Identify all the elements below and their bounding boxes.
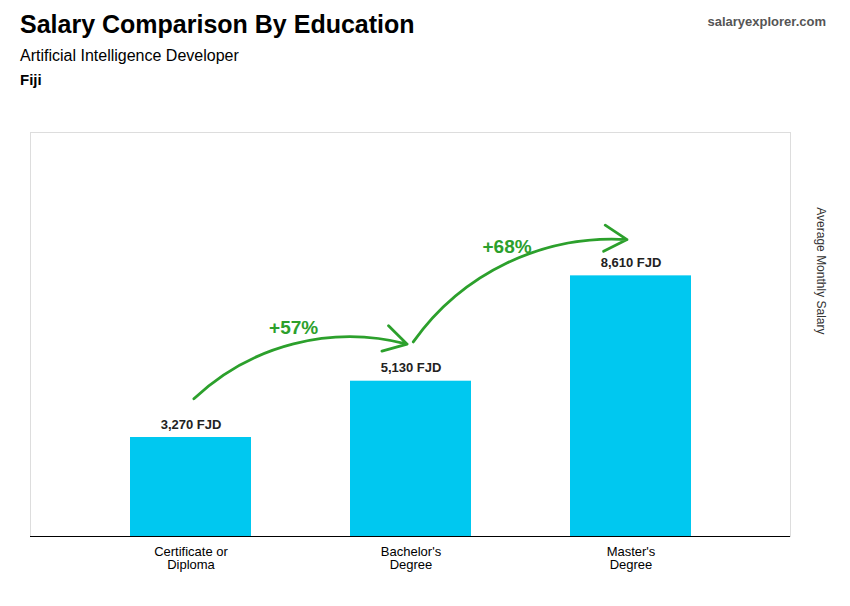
- svg-text:Master'sDegree: Master'sDegree: [607, 544, 656, 572]
- html-text:Salary Comparison By Education: Salary Comparison By Education: [20, 10, 415, 38]
- html-text:Artificial Intelligence Develo: Artificial Intelligence Developer: [20, 47, 239, 64]
- svg-text:+57%: +57%: [269, 317, 318, 338]
- svg-text:Bachelor'sDegree: Bachelor'sDegree: [381, 544, 442, 572]
- svg-text:8,610 FJD: 8,610 FJD: [601, 255, 662, 270]
- svg-text:5,130 FJD: 5,130 FJD: [381, 360, 442, 375]
- svg-text:3,270 FJD: 3,270 FJD: [161, 417, 222, 432]
- svg-text:+68%: +68%: [482, 236, 531, 257]
- html-text:Fiji: Fiji: [20, 71, 42, 88]
- svg-text:Average Monthly Salary: Average Monthly Salary: [814, 207, 828, 334]
- svg-text:Certificate orDiploma: Certificate orDiploma: [154, 544, 228, 572]
- html-text:salaryexplorer.com: salaryexplorer.com: [707, 14, 826, 29]
